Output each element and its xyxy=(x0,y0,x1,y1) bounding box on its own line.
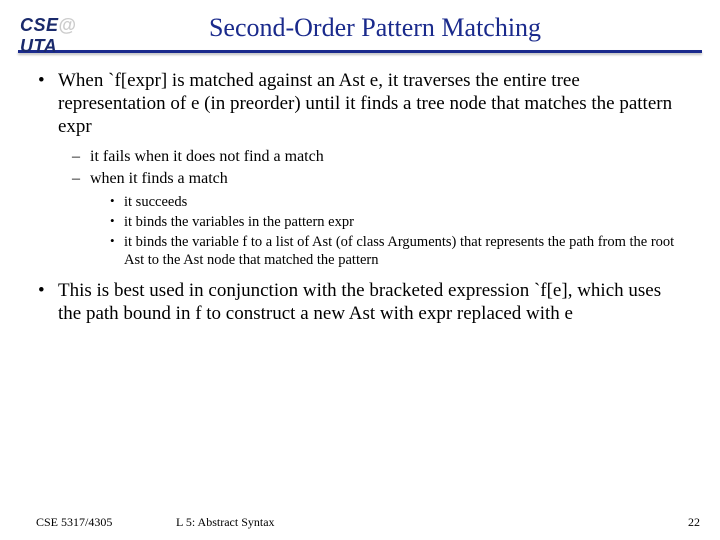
bullet-level2: when it finds a match it succeeds it bin… xyxy=(72,169,684,270)
bullet-level2: it fails when it does not find a match xyxy=(72,147,684,167)
at-icon: @ xyxy=(59,15,77,36)
slide-body: When `f[expr] is matched against an Ast … xyxy=(0,53,720,325)
bullet-level1: This is best used in conjunction with th… xyxy=(36,279,684,325)
bullet-text: it succeeds xyxy=(124,194,187,210)
bullet-text: when it finds a match xyxy=(90,170,228,187)
logo-uta: UTA xyxy=(20,36,57,56)
bullet-text: it binds the variable f to a list of Ast… xyxy=(124,234,674,268)
slide-footer: CSE 5317/4305 L 5: Abstract Syntax 22 xyxy=(0,515,720,530)
footer-page-number: 22 xyxy=(688,515,700,530)
bullet-text: it binds the variables in the pattern ex… xyxy=(124,214,354,230)
bullet-level3: it binds the variable f to a list of Ast… xyxy=(110,233,684,269)
bullet-text: When `f[expr] is matched against an Ast … xyxy=(58,70,672,137)
cse-uta-logo: CSE@UTA xyxy=(20,15,110,41)
footer-lecture: L 5: Abstract Syntax xyxy=(176,515,275,530)
bullet-level3: it binds the variables in the pattern ex… xyxy=(110,213,684,231)
footer-course: CSE 5317/4305 xyxy=(36,515,156,530)
bullet-level3: it succeeds xyxy=(110,193,684,211)
slide-header: CSE@UTA Second-Order Pattern Matching xyxy=(0,0,720,48)
bullet-level1: When `f[expr] is matched against an Ast … xyxy=(36,69,684,269)
logo-cse: CSE xyxy=(20,15,59,35)
bullet-text: it fails when it does not find a match xyxy=(90,148,324,165)
bullet-text: This is best used in conjunction with th… xyxy=(58,280,661,324)
slide-title: Second-Order Pattern Matching xyxy=(110,13,700,43)
